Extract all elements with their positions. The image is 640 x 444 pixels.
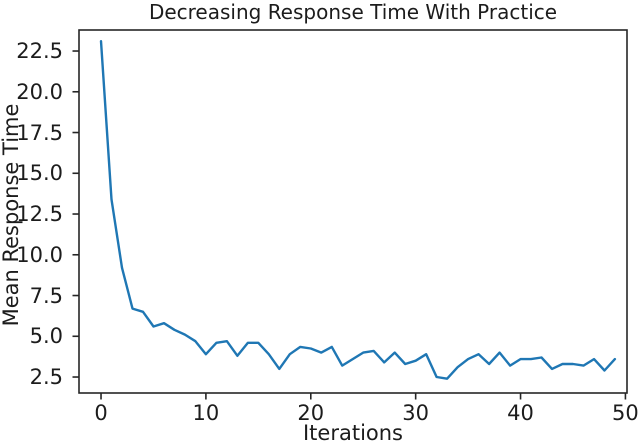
x-tick-label: 0	[94, 401, 108, 425]
y-tick-label: 15.0	[16, 161, 63, 186]
response-time-line	[99, 40, 617, 380]
y-tick-label: 17.5	[16, 120, 63, 145]
x-tick-label: 30	[402, 401, 430, 425]
y-tick-label: 22.5	[16, 39, 63, 64]
y-tick-label: 5.0	[29, 324, 63, 349]
y-tick-label: 2.5	[29, 365, 63, 390]
x-tick-label: 20	[297, 401, 325, 425]
chart-title: Decreasing Response Time With Practice	[148, 0, 558, 24]
y-tick-label: 20.0	[16, 79, 63, 104]
y-tick-label: 12.5	[16, 202, 63, 227]
x-tick-label: 40	[507, 401, 534, 425]
x-tick-label: 10	[192, 401, 220, 425]
x-axis-label: Iterations	[302, 421, 404, 444]
x-tick-label: 50	[612, 401, 639, 425]
y-tick-label: 7.5	[29, 283, 63, 308]
y-tick-label: 10.0	[16, 242, 63, 267]
axes-frame	[78, 29, 628, 394]
